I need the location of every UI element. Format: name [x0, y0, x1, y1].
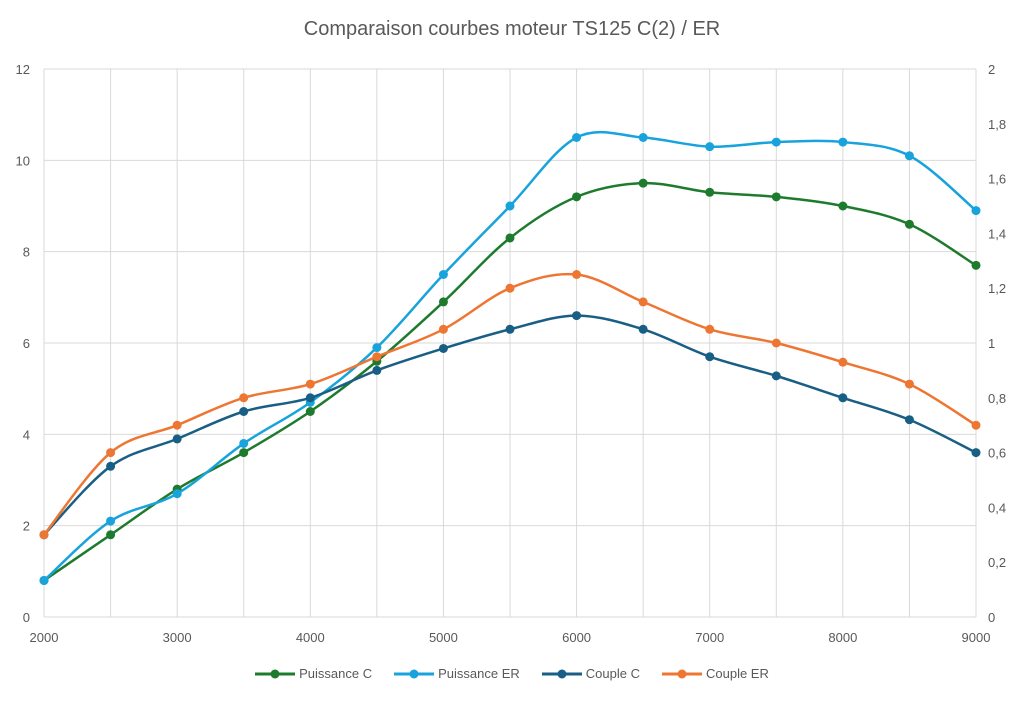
x-tick-label: 3000	[163, 630, 192, 645]
data-point	[39, 530, 49, 540]
data-point	[705, 187, 715, 197]
data-point	[771, 371, 781, 381]
data-point	[572, 270, 582, 279]
data-point	[904, 219, 914, 229]
data-point	[838, 393, 848, 403]
y2-tick-label: 1,8	[988, 117, 1006, 132]
data-point	[771, 192, 781, 202]
data-point	[239, 448, 249, 458]
data-point	[239, 393, 249, 403]
data-point	[638, 178, 648, 188]
data-point	[572, 311, 582, 321]
data-point	[771, 137, 781, 147]
data-point	[239, 407, 249, 416]
y2-tick-label: 0,4	[988, 500, 1006, 515]
data-point	[106, 461, 116, 471]
data-point	[971, 260, 981, 270]
series-line-puissance-er	[43, 130, 977, 582]
data-point	[505, 233, 515, 243]
data-point	[438, 324, 448, 334]
data-point	[372, 365, 382, 375]
legend-item: Puissance C	[255, 666, 372, 681]
legend-marker-icon	[394, 669, 435, 678]
data-point	[505, 324, 515, 334]
x-tick-label: 5000	[429, 630, 458, 645]
y-tick-label: 8	[23, 245, 30, 260]
data-point	[438, 343, 448, 353]
y2-tick-label: 0,2	[988, 555, 1006, 570]
data-point	[971, 420, 981, 430]
x-tick-label: 9000	[962, 630, 991, 645]
y2-tick-label: 0	[988, 610, 995, 625]
legend-item: Puissance ER	[394, 666, 520, 681]
data-point	[172, 489, 182, 499]
data-point	[172, 434, 182, 444]
legend-label: Couple C	[585, 666, 640, 681]
data-point	[372, 352, 382, 362]
data-point	[771, 338, 781, 348]
data-point	[572, 192, 582, 202]
x-tick-label: 8000	[828, 630, 857, 645]
data-point	[438, 297, 448, 307]
data-point	[638, 133, 648, 142]
data-point	[838, 357, 848, 367]
data-point	[305, 393, 315, 403]
data-point	[572, 133, 582, 142]
legend-label: Couple ER	[705, 666, 769, 681]
y-tick-label: 12	[16, 62, 30, 77]
chart-title: Comparaison courbes moteur TS125 C(2) / …	[303, 18, 721, 40]
data-point	[305, 407, 315, 416]
data-point	[638, 324, 648, 334]
y2-tick-label: 0,8	[988, 391, 1006, 406]
y2-tick-label: 1,4	[988, 226, 1006, 241]
data-point	[505, 283, 515, 293]
data-point	[971, 448, 981, 458]
y2-tick-label: 1	[988, 336, 995, 351]
data-point	[838, 137, 848, 147]
legend-marker-icon	[661, 669, 702, 678]
legend-marker-icon	[541, 669, 582, 678]
y-tick-label: 4	[23, 427, 30, 442]
data-point	[505, 201, 515, 211]
data-point	[305, 379, 315, 389]
data-point	[106, 516, 116, 526]
legend: Puissance C Puissance ER Couple C Couple ER	[0, 666, 1024, 681]
x-tick-label: 4000	[296, 630, 325, 645]
y-tick-label: 6	[23, 336, 30, 351]
x-tick-label: 6000	[562, 630, 591, 645]
y-tick-label: 2	[23, 519, 30, 534]
y2-tick-label: 1,6	[988, 172, 1006, 187]
data-point	[904, 379, 914, 389]
data-point	[172, 420, 182, 430]
data-point	[372, 343, 382, 353]
data-point	[705, 324, 715, 334]
data-point	[838, 201, 848, 211]
y-tick-label: 10	[16, 153, 30, 168]
y2-tick-label: 1,2	[988, 281, 1006, 296]
data-point	[239, 438, 249, 448]
data-point	[705, 352, 715, 362]
legend-marker-icon	[255, 669, 296, 678]
data-point	[904, 415, 914, 425]
legend-item: Couple ER	[661, 666, 769, 681]
x-tick-label: 2000	[30, 630, 59, 645]
legend-label: Puissance ER	[438, 666, 520, 681]
data-point	[904, 151, 914, 161]
y2-tick-label: 2	[988, 62, 995, 77]
y-tick-label: 0	[23, 610, 30, 625]
data-point	[39, 575, 49, 585]
data-point	[638, 297, 648, 307]
y2-tick-label: 0,6	[988, 446, 1006, 461]
data-point	[438, 270, 448, 279]
data-point	[106, 530, 116, 540]
x-tick-label: 7000	[695, 630, 724, 645]
legend-item: Couple C	[541, 666, 640, 681]
legend-label: Puissance C	[299, 666, 373, 681]
data-point	[971, 206, 981, 216]
data-point	[106, 448, 116, 458]
data-point	[705, 142, 715, 152]
